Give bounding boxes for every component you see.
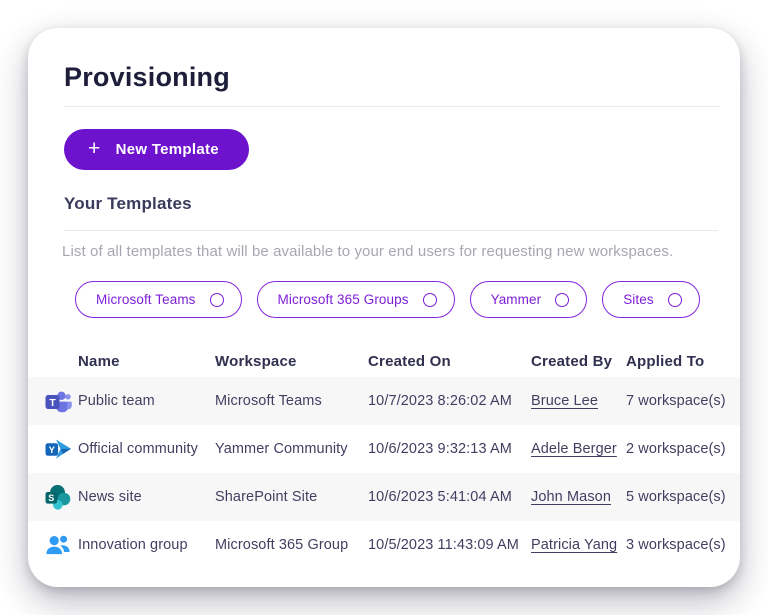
filter-pill-label: Microsoft Teams — [96, 292, 196, 307]
table-row[interactable]: S News site SharePoint Site 10/6/2023 5:… — [28, 473, 740, 521]
microsoft-365-group-icon — [28, 531, 78, 559]
page-title: Provisioning — [64, 62, 230, 92]
svg-text:Y: Y — [49, 445, 56, 456]
column-header-name: Name — [78, 352, 120, 370]
template-applied-to: 5 workspace(s) — [626, 489, 726, 505]
templates-description: List of all templates that will be avail… — [62, 243, 674, 260]
template-name: Official community — [78, 441, 198, 457]
microsoft-teams-icon: T — [28, 387, 78, 415]
filter-pill-label: Yammer — [490, 292, 542, 307]
creator-link[interactable]: Bruce Lee — [531, 393, 598, 409]
column-header-created-by: Created By — [531, 352, 613, 370]
your-templates-heading: Your Templates — [64, 194, 192, 213]
svg-text:T: T — [49, 397, 56, 409]
new-template-button[interactable]: + New Template — [64, 129, 249, 170]
filter-pill-yammer[interactable]: Yammer — [469, 281, 588, 318]
template-created-on: 10/6/2023 5:41:04 AM — [368, 489, 512, 505]
table-header-row: Name Workspace Created On Created By App… — [28, 345, 740, 377]
toggle-off-icon[interactable] — [667, 292, 682, 307]
plus-icon: + — [88, 137, 101, 160]
template-applied-to: 3 workspace(s) — [626, 537, 726, 553]
toggle-off-icon[interactable] — [209, 292, 224, 307]
column-header-created-on: Created On — [368, 352, 451, 370]
creator-link[interactable]: Adele Berger — [531, 441, 617, 457]
template-created-on: 10/6/2023 9:32:13 AM — [368, 441, 512, 457]
template-name: Public team — [78, 393, 155, 409]
filter-pill-microsoft-teams[interactable]: Microsoft Teams — [75, 281, 242, 318]
creator-link[interactable]: Patricia Yang — [531, 537, 618, 553]
toggle-off-icon[interactable] — [555, 292, 570, 307]
template-created-on: 10/5/2023 11:43:09 AM — [368, 537, 519, 553]
creator-link[interactable]: John Mason — [531, 489, 611, 505]
template-workspace: Microsoft Teams — [215, 393, 322, 409]
template-name: News site — [78, 489, 142, 505]
column-header-workspace: Workspace — [215, 352, 297, 370]
title-divider — [64, 106, 720, 107]
table-row[interactable]: Y Official community Yammer Community 10… — [28, 425, 740, 473]
toggle-off-icon[interactable] — [422, 292, 437, 307]
new-template-button-label: New Template — [115, 141, 219, 158]
template-workspace: Yammer Community — [215, 441, 348, 457]
template-name: Innovation group — [78, 537, 188, 553]
templates-table: Name Workspace Created On Created By App… — [28, 345, 740, 569]
filter-pill-microsoft-365-groups[interactable]: Microsoft 365 Groups — [256, 281, 455, 318]
template-created-on: 10/7/2023 8:26:02 AM — [368, 393, 512, 409]
template-workspace: Microsoft 365 Group — [215, 537, 349, 553]
filter-pill-label: Microsoft 365 Groups — [277, 292, 409, 307]
sharepoint-icon: S — [28, 483, 78, 511]
template-applied-to: 7 workspace(s) — [626, 393, 726, 409]
workspace-filters: Microsoft Teams Microsoft 365 Groups Yam… — [75, 281, 740, 318]
filter-pill-sites[interactable]: Sites — [602, 281, 700, 318]
column-header-applied-to: Applied To — [626, 352, 705, 370]
table-row[interactable]: T Public team Microsoft Teams 10/7/2023 … — [28, 377, 740, 425]
provisioning-card: Provisioning + New Template Your Templat… — [28, 28, 740, 587]
template-workspace: SharePoint Site — [215, 489, 318, 505]
yammer-icon: Y — [28, 435, 78, 463]
filter-pill-label: Sites — [623, 292, 654, 307]
template-applied-to: 2 workspace(s) — [626, 441, 726, 457]
table-row[interactable]: Innovation group Microsoft 365 Group 10/… — [28, 521, 740, 569]
section-divider — [64, 230, 718, 231]
svg-text:S: S — [48, 493, 54, 503]
